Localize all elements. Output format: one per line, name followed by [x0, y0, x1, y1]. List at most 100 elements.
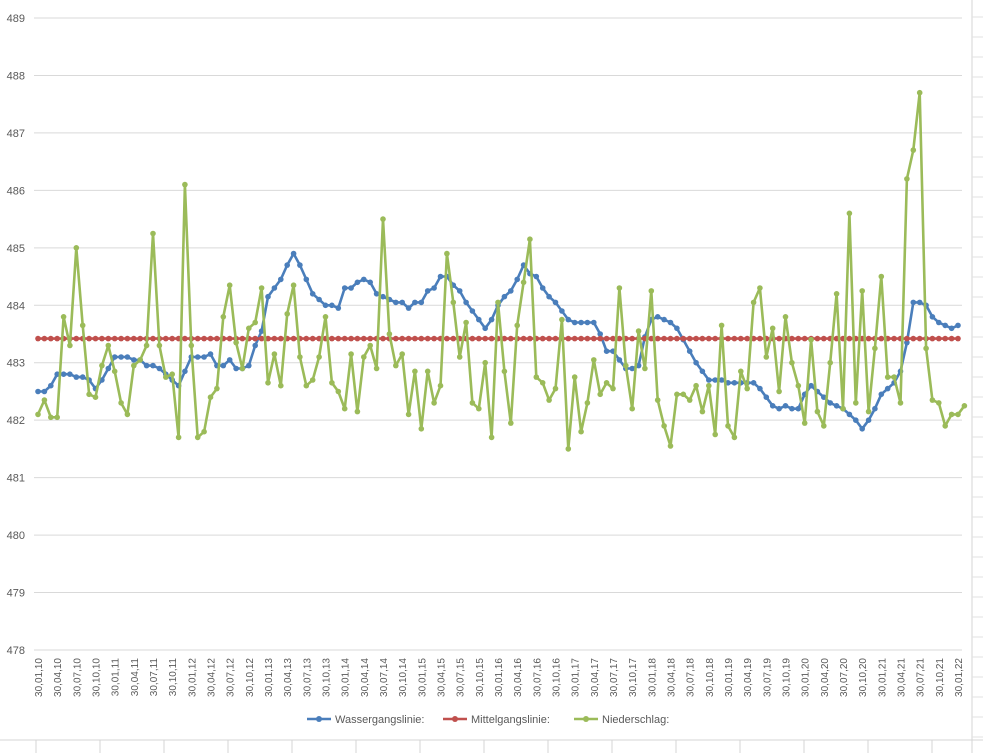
data-point	[92, 394, 99, 401]
y-tick-label: 489	[7, 13, 25, 25]
data-point	[290, 335, 297, 342]
data-point	[674, 335, 680, 342]
data-point	[763, 394, 770, 401]
data-point	[495, 299, 501, 306]
data-point	[143, 362, 150, 369]
data-point	[603, 335, 610, 342]
data-point	[539, 380, 546, 386]
data-point	[878, 273, 885, 280]
x-tick-label: 30,10,11	[168, 658, 179, 697]
data-point	[41, 397, 48, 403]
data-point	[194, 354, 201, 360]
data-point	[405, 305, 412, 311]
data-point	[258, 285, 265, 291]
data-point	[667, 319, 674, 326]
data-point	[693, 359, 699, 366]
data-point	[674, 391, 680, 398]
data-point	[188, 342, 195, 349]
data-point	[693, 382, 699, 389]
data-point	[795, 382, 802, 389]
data-point	[118, 400, 124, 406]
data-point	[910, 335, 917, 342]
data-point	[450, 335, 457, 342]
data-point	[367, 279, 374, 286]
data-point	[508, 420, 514, 426]
data-point	[137, 335, 143, 342]
data-point	[878, 391, 885, 398]
data-point	[616, 285, 623, 291]
x-tick-label: 30,04,12	[207, 658, 218, 697]
data-point	[891, 335, 897, 342]
data-point	[303, 382, 310, 389]
x-tick-label: 30,01,16	[494, 658, 505, 697]
y-tick-label: 480	[7, 530, 25, 542]
data-point	[137, 357, 143, 363]
data-point	[265, 335, 271, 342]
data-point	[54, 414, 60, 421]
data-point	[782, 403, 789, 409]
data-point	[821, 423, 827, 429]
data-point	[520, 335, 527, 342]
data-point	[246, 362, 252, 369]
data-point	[348, 335, 354, 342]
data-point	[48, 414, 54, 421]
data-point	[92, 335, 99, 342]
data-point	[654, 314, 661, 320]
data-point	[757, 335, 763, 342]
data-point	[124, 354, 131, 360]
data-point	[680, 335, 687, 342]
data-point	[341, 405, 348, 412]
data-point	[105, 335, 112, 342]
data-point	[226, 282, 233, 289]
x-tick-label: 30,10,15	[475, 658, 486, 697]
data-point	[853, 417, 859, 424]
data-point	[661, 316, 667, 323]
data-point	[597, 391, 603, 398]
data-point	[776, 335, 782, 342]
data-point	[456, 354, 463, 360]
data-point	[143, 342, 150, 349]
data-point	[610, 385, 616, 392]
data-point	[591, 357, 597, 363]
data-point	[584, 319, 591, 326]
data-point	[757, 285, 763, 291]
data-point	[99, 335, 105, 342]
data-point	[488, 335, 495, 342]
data-point	[290, 282, 297, 289]
data-point	[348, 351, 354, 357]
data-point	[424, 288, 431, 294]
data-point	[948, 411, 955, 418]
data-point	[776, 405, 782, 412]
data-point	[635, 362, 642, 369]
x-tick-label: 30,07,20	[839, 658, 850, 697]
data-point	[699, 335, 706, 342]
data-point	[463, 299, 469, 306]
data-point	[431, 285, 437, 291]
data-point	[629, 335, 635, 342]
data-point	[559, 316, 565, 323]
data-point	[67, 371, 73, 378]
y-tick-label: 482	[7, 415, 25, 427]
data-point	[431, 335, 437, 342]
x-tick-label: 30,10,14	[398, 658, 409, 697]
data-point	[124, 335, 131, 342]
x-tick-label: 30,01,14	[341, 658, 352, 697]
data-point	[354, 279, 361, 286]
data-point	[278, 335, 284, 342]
data-point	[79, 374, 86, 380]
data-point	[182, 181, 188, 188]
data-point	[399, 351, 406, 357]
data-point	[571, 319, 578, 326]
data-point	[789, 405, 795, 412]
data-point	[444, 250, 450, 257]
data-point	[86, 391, 92, 398]
data-point	[405, 411, 412, 418]
data-point	[891, 374, 897, 380]
x-tick-label: 30,07,16	[532, 658, 543, 697]
data-point	[865, 417, 872, 424]
data-point	[731, 335, 738, 342]
data-point	[469, 335, 476, 342]
data-point	[769, 325, 776, 332]
x-tick-label: 30,07,17	[609, 658, 620, 697]
